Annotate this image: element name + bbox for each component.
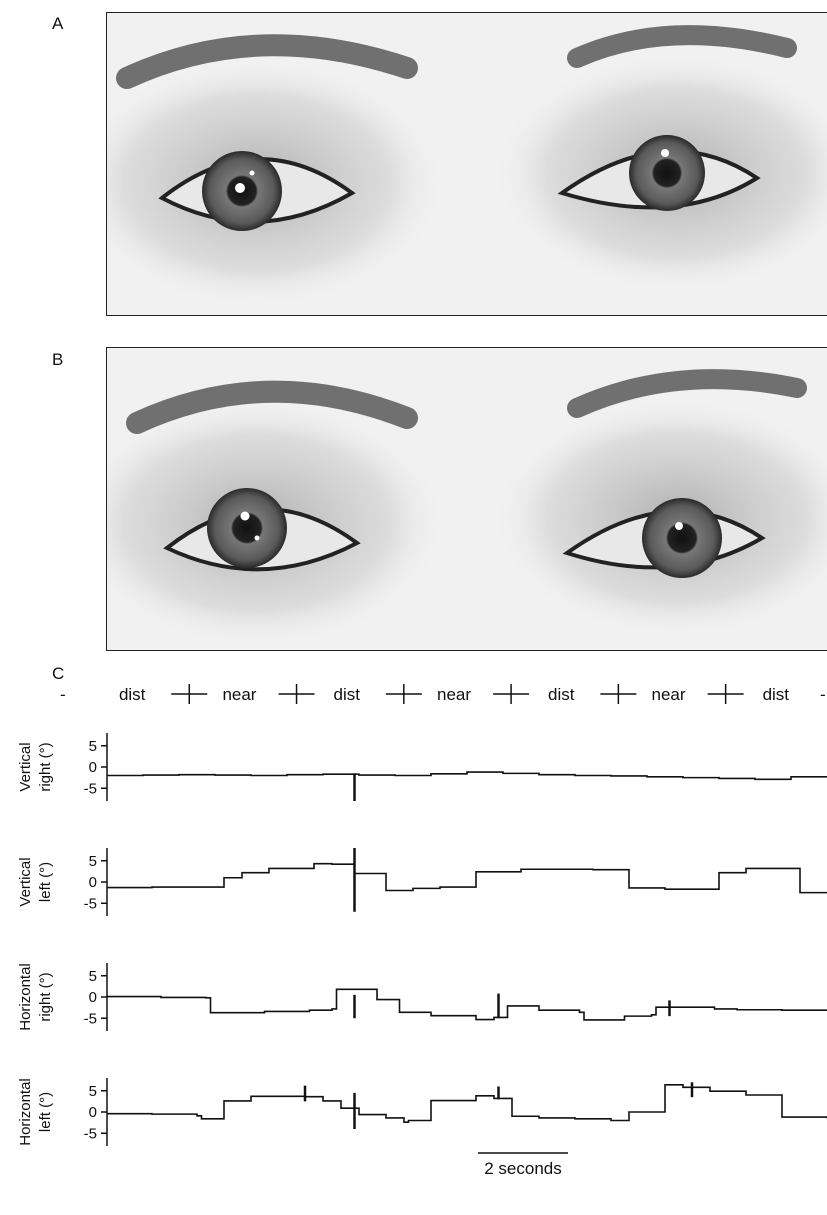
condition-label: dist xyxy=(548,685,575,704)
y-axis-label: Vertical xyxy=(17,857,34,906)
condition-label: near xyxy=(437,685,471,704)
y-tick-label: 0 xyxy=(89,759,97,776)
panel-label-a: A xyxy=(52,14,64,33)
eyes-photo-b xyxy=(106,347,827,651)
y-tick-label: 5 xyxy=(89,738,97,755)
eyes-illustration-b xyxy=(107,348,827,650)
trace-line-1 xyxy=(107,771,827,781)
condition-label: dist xyxy=(763,685,790,704)
condition-label: dist xyxy=(119,685,146,704)
y-axis-label: Horizontal xyxy=(17,963,34,1031)
y-tick-label: -5 xyxy=(84,1010,97,1027)
condition-label: dist xyxy=(333,685,360,704)
panel-label-b: B xyxy=(52,350,64,369)
y-axis-label: Vertical xyxy=(17,742,34,791)
y-axis-label: right (°) xyxy=(37,742,54,791)
trace-line-4 xyxy=(107,1084,827,1123)
eyebrow-right xyxy=(567,25,797,68)
eyebrow-left xyxy=(126,380,418,434)
y-tick-label: -5 xyxy=(84,780,97,797)
condition-marker-end: - xyxy=(820,685,826,704)
y-axis-label: left (°) xyxy=(37,1092,54,1132)
y-tick-label: -5 xyxy=(84,895,97,912)
eyebrow-left xyxy=(116,34,418,89)
condition-marker-start: - xyxy=(60,685,66,704)
eye-left xyxy=(158,151,356,231)
y-tick-label: -5 xyxy=(84,1125,97,1142)
eye-right xyxy=(557,135,761,211)
y-tick-label: 5 xyxy=(89,968,97,985)
condition-label: near xyxy=(222,685,256,704)
y-axis-label: Horizontal xyxy=(17,1078,34,1146)
y-tick-label: 5 xyxy=(89,1083,97,1100)
eyebrow-right xyxy=(567,369,807,418)
eye-left xyxy=(163,488,361,572)
eyes-illustration-a xyxy=(107,13,827,315)
y-tick-label: 0 xyxy=(89,874,97,891)
trace-line-2 xyxy=(107,862,827,894)
eye-right xyxy=(562,498,766,578)
trace-line-3 xyxy=(107,988,827,1021)
eye-position-traces: - dist near dist near dist near dist -50-5Vertic… xyxy=(17,684,827,1178)
y-tick-label: 0 xyxy=(89,1104,97,1121)
time-scale-label: 2 seconds xyxy=(484,1159,562,1178)
y-tick-label: 5 xyxy=(89,853,97,870)
panel-label-c: C xyxy=(52,664,65,683)
eyes-photo-a xyxy=(106,12,827,316)
y-axis-label: right (°) xyxy=(37,972,54,1021)
y-axis-label: left (°) xyxy=(37,862,54,902)
condition-label: near xyxy=(652,685,686,704)
y-tick-label: 0 xyxy=(89,989,97,1006)
